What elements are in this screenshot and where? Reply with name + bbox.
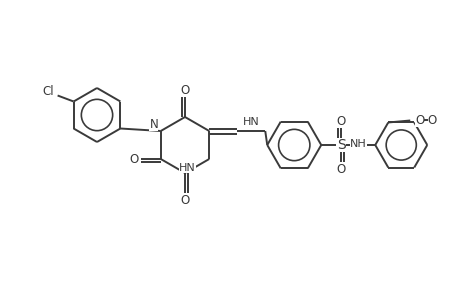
Text: O: O — [180, 83, 189, 97]
Text: HN: HN — [242, 117, 259, 127]
Text: Cl: Cl — [43, 85, 54, 98]
Text: NH: NH — [350, 139, 366, 149]
Text: O: O — [336, 115, 345, 128]
Text: O: O — [427, 114, 436, 127]
Text: N: N — [149, 118, 158, 130]
Text: O: O — [336, 163, 345, 176]
Text: O: O — [129, 152, 138, 166]
Text: O: O — [180, 194, 189, 206]
Text: O: O — [414, 114, 424, 127]
Text: S: S — [336, 138, 345, 152]
Text: HN: HN — [179, 163, 195, 173]
